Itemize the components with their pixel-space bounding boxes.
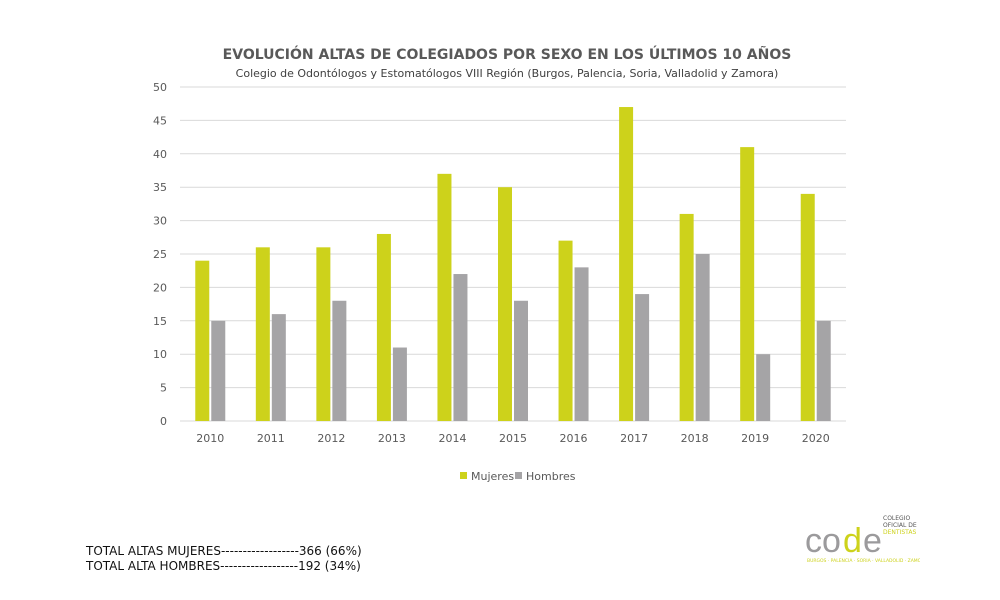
svg-text:d: d <box>843 522 862 560</box>
x-tick-label: 2017 <box>620 432 648 445</box>
bar-hombres <box>574 267 589 421</box>
svg-text:OFICIAL DE: OFICIAL DE <box>883 522 917 529</box>
x-tick-label: 2010 <box>196 432 224 445</box>
y-tick-label: 45 <box>153 114 167 127</box>
bar-mujeres <box>498 187 512 421</box>
code-logo: co d e COLEGIO OFICIAL DE DENTISTAS BURG… <box>805 515 920 564</box>
svg-text:e: e <box>863 522 882 560</box>
legend-label: Mujeres <box>471 470 514 483</box>
total-mujeres: TOTAL ALTAS MUJERES------------------366… <box>86 544 362 558</box>
x-tick-label: 2011 <box>257 432 285 445</box>
y-tick-label: 10 <box>153 348 167 361</box>
x-tick-label: 2015 <box>499 432 527 445</box>
legend-label: Hombres <box>526 470 576 483</box>
y-tick-label: 30 <box>153 215 167 228</box>
bar-mujeres <box>619 107 634 421</box>
x-tick-label: 2018 <box>681 432 709 445</box>
y-tick-label: 50 <box>153 81 167 94</box>
bar-hombres <box>635 294 650 421</box>
y-tick-label: 20 <box>153 281 167 294</box>
x-tick-label: 2016 <box>560 432 588 445</box>
y-tick-label: 15 <box>153 315 167 328</box>
svg-text:BURGOS · PALENCIA · SORIA · VA: BURGOS · PALENCIA · SORIA · VALLADOLID ·… <box>807 558 920 564</box>
y-tick-label: 25 <box>153 248 167 261</box>
svg-text:DENTISTAS: DENTISTAS <box>883 529 916 536</box>
bar-mujeres <box>679 213 694 421</box>
chart-title: EVOLUCIÓN ALTAS DE COLEGIADOS POR SEXO E… <box>223 45 792 63</box>
y-tick-label: 40 <box>153 148 167 161</box>
bar-hombres <box>332 300 347 421</box>
chart-subtitle: Colegio de Odontólogos y Estomatólogos V… <box>236 67 779 80</box>
svg-text:co: co <box>805 522 841 560</box>
bar-mujeres <box>195 260 210 421</box>
bar-hombres <box>392 347 407 421</box>
bar-chart: EVOLUCIÓN ALTAS DE COLEGIADOS POR SEXO E… <box>153 45 846 483</box>
totals: TOTAL ALTAS MUJERES------------------366… <box>86 544 362 574</box>
bar-mujeres <box>316 247 331 421</box>
bar-hombres <box>271 314 286 421</box>
bar-mujeres <box>800 193 815 421</box>
bar-hombres <box>211 320 226 421</box>
legend-swatch <box>515 472 522 479</box>
bar-mujeres <box>558 240 573 421</box>
legend-swatch <box>460 472 467 479</box>
y-tick-label: 35 <box>153 181 167 194</box>
x-tick-label: 2013 <box>378 432 406 445</box>
x-tick-label: 2014 <box>438 432 466 445</box>
total-hombres: TOTAL ALTA HOMBRES------------------192 … <box>86 559 361 573</box>
bar-hombres <box>695 254 710 421</box>
bar-hombres <box>816 320 831 421</box>
bar-mujeres <box>376 233 391 421</box>
bar-mujeres <box>255 247 270 421</box>
bar-hombres <box>514 300 528 421</box>
y-tick-label: 5 <box>160 382 167 395</box>
x-tick-label: 2019 <box>741 432 769 445</box>
x-tick-label: 2012 <box>317 432 345 445</box>
bar-hombres <box>453 274 468 421</box>
x-tick-label: 2020 <box>802 432 830 445</box>
y-tick-label: 0 <box>160 415 167 428</box>
svg-text:COLEGIO: COLEGIO <box>883 515 910 522</box>
bar-hombres <box>756 354 771 421</box>
bar-mujeres <box>437 173 452 421</box>
bar-mujeres <box>740 147 755 421</box>
